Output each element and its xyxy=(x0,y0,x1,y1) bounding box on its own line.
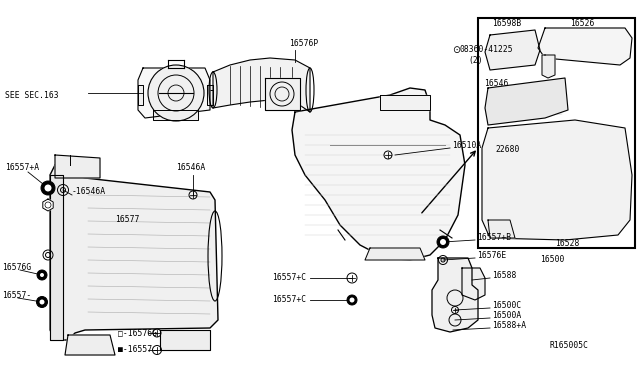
Text: 16500: 16500 xyxy=(540,256,564,264)
Polygon shape xyxy=(482,120,632,240)
Text: R165005C: R165005C xyxy=(550,340,589,350)
Text: 16576E: 16576E xyxy=(477,251,506,260)
Text: 16557+C: 16557+C xyxy=(272,295,306,305)
Text: 16510A: 16510A xyxy=(452,141,481,150)
Text: 16576G: 16576G xyxy=(2,263,31,273)
Circle shape xyxy=(40,273,44,277)
Polygon shape xyxy=(50,165,218,340)
Circle shape xyxy=(437,236,449,248)
Text: 16598B: 16598B xyxy=(492,19,521,29)
Polygon shape xyxy=(292,88,465,260)
Text: ⊙: ⊙ xyxy=(452,45,460,55)
Polygon shape xyxy=(153,110,198,120)
Polygon shape xyxy=(43,199,53,211)
Text: 16500A: 16500A xyxy=(492,311,521,321)
Circle shape xyxy=(349,298,355,302)
Text: 16588+A: 16588+A xyxy=(492,321,526,330)
Polygon shape xyxy=(138,85,143,105)
Text: 08360-41225: 08360-41225 xyxy=(460,45,514,55)
Text: 16557+C: 16557+C xyxy=(272,273,306,282)
Polygon shape xyxy=(462,268,485,300)
Text: □-16576G: □-16576G xyxy=(118,328,157,337)
Text: 16576P: 16576P xyxy=(289,39,318,48)
Polygon shape xyxy=(485,165,520,195)
Polygon shape xyxy=(488,220,515,238)
Circle shape xyxy=(45,185,51,192)
Polygon shape xyxy=(65,335,115,355)
Circle shape xyxy=(41,181,55,195)
Polygon shape xyxy=(542,55,555,78)
Text: (2): (2) xyxy=(468,55,483,64)
Polygon shape xyxy=(160,330,210,350)
Text: 16588: 16588 xyxy=(492,272,516,280)
Text: 16557+A: 16557+A xyxy=(5,164,39,173)
Text: 16546A: 16546A xyxy=(176,164,205,173)
Polygon shape xyxy=(50,175,63,340)
Text: 16557+B: 16557+B xyxy=(477,234,511,243)
Polygon shape xyxy=(432,258,478,332)
Text: 16557-: 16557- xyxy=(2,292,31,301)
Text: 16546: 16546 xyxy=(484,78,508,87)
Text: 16500C: 16500C xyxy=(492,301,521,311)
Polygon shape xyxy=(538,28,632,65)
Text: SEE SEC.163: SEE SEC.163 xyxy=(5,92,59,100)
Text: -16546A: -16546A xyxy=(72,187,106,196)
Circle shape xyxy=(148,65,204,121)
Polygon shape xyxy=(55,155,100,178)
Text: 16528: 16528 xyxy=(555,240,579,248)
Circle shape xyxy=(440,239,446,245)
Circle shape xyxy=(37,270,47,280)
Text: 16577: 16577 xyxy=(115,215,140,224)
Polygon shape xyxy=(485,78,568,125)
Text: 16526: 16526 xyxy=(570,19,595,29)
Bar xyxy=(478,18,635,248)
Circle shape xyxy=(36,296,47,308)
Circle shape xyxy=(347,295,357,305)
Polygon shape xyxy=(485,30,540,70)
Polygon shape xyxy=(213,58,310,112)
Circle shape xyxy=(40,299,45,305)
Polygon shape xyxy=(380,95,430,110)
Text: ■-16557: ■-16557 xyxy=(118,346,152,355)
Polygon shape xyxy=(138,68,210,118)
Polygon shape xyxy=(265,78,300,110)
Text: 22680: 22680 xyxy=(495,145,520,154)
Polygon shape xyxy=(365,248,425,260)
Polygon shape xyxy=(207,85,213,105)
